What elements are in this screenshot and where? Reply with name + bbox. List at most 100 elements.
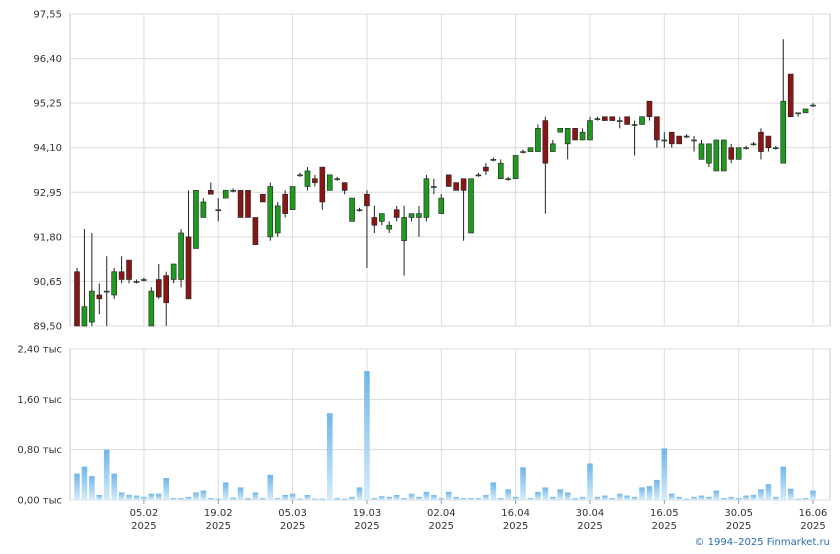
volume-bar [661,448,668,500]
candle-body [326,174,333,191]
y-tick-label: 97,55 [33,10,62,21]
candle-body [401,217,407,242]
volume-bar [490,482,497,500]
candle-body [208,190,214,195]
candle-body [616,120,623,122]
volume-bar [765,484,772,500]
volume-bar [393,494,400,500]
candle-body [170,263,177,280]
candle-body [341,182,348,191]
candle-body [780,100,787,164]
volume-bar [312,498,318,500]
x-tick-label: 05.03 2025 [278,508,307,532]
candle-body [587,120,593,141]
volume-bar [74,473,80,500]
candle-body [74,271,80,327]
x-tick-label: 30.04 2025 [576,508,605,532]
volume-bar [557,489,564,500]
candle-body [393,209,400,218]
y-tick-label: 96,40 [33,54,62,65]
volume-bar [304,494,311,500]
candle-body [163,275,170,304]
candle-body [215,209,222,212]
candle-body [297,174,303,177]
candle-body [639,116,645,125]
candle-body [371,217,378,226]
volume-bar [475,498,482,500]
volume-bar [252,492,259,500]
volume-bar [460,498,467,500]
volume-bar [676,496,682,500]
y-tick-label: 92,95 [33,188,62,199]
volume-bar [118,492,125,500]
volume-bar [802,498,809,500]
volume-bar [208,498,214,500]
candle-body [416,213,422,218]
y-tick-label: 0,80 тыс [17,445,62,456]
candle-body [758,131,764,152]
volume-bar [750,494,757,500]
candle-body [141,279,147,281]
volume-bar [230,497,236,500]
candle-body [408,213,415,218]
volume-bar [103,449,110,500]
candle-body [319,166,326,203]
volume-bar [148,493,155,500]
candle-body [810,104,816,107]
candle-body [535,128,541,152]
volume-bar [728,496,735,500]
candle-body [423,178,430,218]
volume-bar [349,496,355,500]
volume-bar [609,498,616,500]
volume-bar [706,496,712,500]
candle-body [89,290,95,323]
candle-body [304,170,311,187]
volume-bar [512,496,519,500]
candle-body [222,190,229,199]
candle-body [103,290,110,293]
candle-body [379,213,385,222]
volume-bar [497,498,504,500]
candle-body [609,116,616,121]
x-tick-label: 30.05 2025 [724,508,753,532]
volume-bar [758,489,764,500]
volume-bar [720,498,727,500]
candle-body [720,139,727,172]
candle-body [549,143,556,152]
volume-bar [780,466,787,500]
candle-body [267,186,274,238]
volume-bar [326,413,333,500]
candle-body [475,174,482,177]
volume-bar [260,498,266,500]
volume-bar [193,492,199,500]
candle-body [230,190,236,192]
candle-body [178,232,184,280]
candle-body [668,131,675,145]
volume-bar [639,487,645,500]
candle-body [661,139,668,142]
y-tick-label: 1,60 тыс [17,395,62,406]
y-tick-label: 94,10 [33,143,62,154]
candle-body [594,118,601,120]
candle-body [356,209,363,212]
x-tick-label: 16.05 2025 [650,508,679,532]
volume-bar [579,496,586,500]
candle-body [505,178,511,181]
volume-bar [408,493,415,500]
volume-bar [170,498,177,500]
x-tick-label: 05.02 2025 [130,508,159,532]
candle-body [579,131,586,141]
candle-body [787,73,794,118]
volume-bar [535,491,541,500]
candle-body [676,135,682,145]
volume-bar [735,498,742,500]
y-tick-label: 91,80 [33,232,62,243]
candle-body [200,201,207,218]
volume-bar [81,466,88,500]
candle-body [572,128,578,141]
candle-body [126,259,132,280]
volume-bar [542,487,549,500]
volume-bar [683,498,690,500]
candle-body [289,186,296,211]
candle-body [683,135,690,138]
